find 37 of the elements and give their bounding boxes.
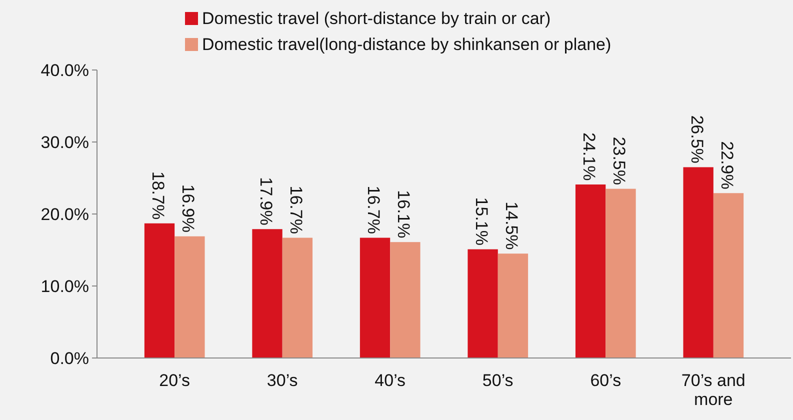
x-tick-label: 20’s [159, 371, 190, 390]
bar [252, 229, 282, 358]
bar [468, 249, 498, 358]
y-tick-label: 20.0% [40, 204, 89, 224]
legend-label: Domestic travel (short-distance by train or car) [202, 9, 551, 28]
y-tick-label: 40.0% [40, 60, 89, 80]
bar [282, 238, 313, 358]
data-label: 15.1% [472, 197, 491, 246]
data-label: 16.7% [286, 186, 306, 234]
data-label: 16.1% [394, 190, 414, 238]
bar [575, 184, 606, 358]
x-tick-label: 50’s [482, 371, 514, 390]
x-tick-label: 70’s and more [681, 371, 746, 409]
bar [144, 223, 175, 358]
data-label: 14.5% [502, 202, 521, 250]
y-tick-label: 0.0% [50, 348, 89, 368]
x-tick-label: 60’s [590, 371, 622, 390]
bar [683, 167, 714, 358]
data-label: 17.9% [256, 177, 276, 226]
bar [498, 254, 528, 358]
legend-label: Domestic travel(long-distance by shinkansen or plane) [202, 35, 612, 54]
data-label: 18.7% [148, 171, 168, 220]
x-tick-label: 30’s [266, 371, 298, 390]
bar [174, 236, 205, 358]
data-label: 16.9% [178, 184, 198, 233]
bar [360, 238, 390, 358]
bar [713, 193, 744, 358]
data-label: 23.5% [610, 136, 629, 186]
x-tick-label: 40’s [374, 371, 406, 390]
y-tick-label: 10.0% [40, 276, 89, 296]
data-label: 26.5% [687, 115, 706, 164]
data-label: 16.7% [364, 186, 384, 234]
data-label: 22.9% [717, 141, 736, 190]
data-label: 24.1% [580, 132, 599, 181]
y-tick-label: 30.0% [40, 132, 89, 152]
bar [390, 242, 420, 358]
bar [606, 188, 636, 358]
